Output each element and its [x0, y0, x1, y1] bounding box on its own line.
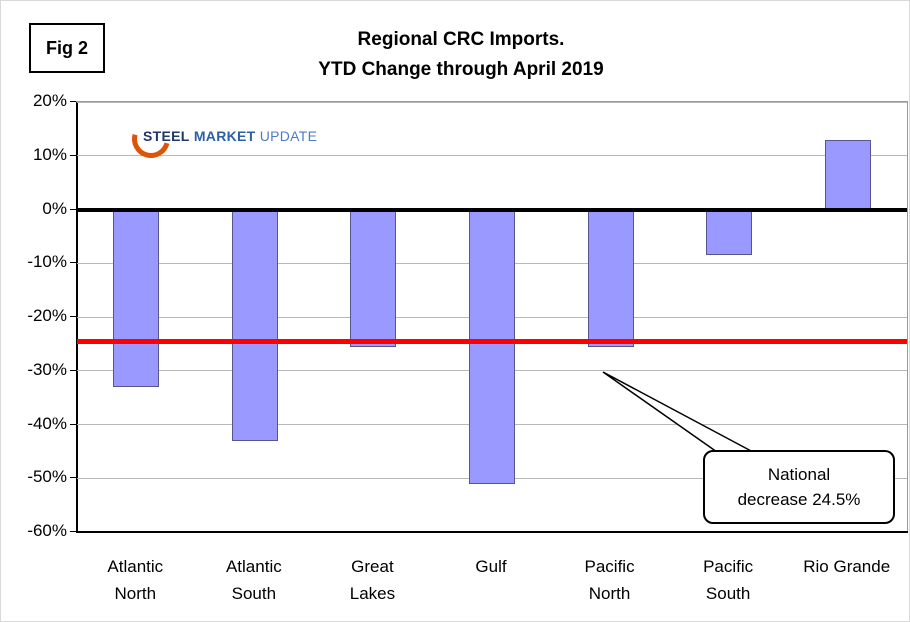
y-axis-tick — [70, 101, 76, 102]
national-decrease-callout: National decrease 24.5% — [703, 450, 895, 524]
y-axis-tick-label: -10% — [27, 252, 67, 272]
chart-title-line1: Regional CRC Imports. — [357, 29, 565, 50]
bar-atlantic-north — [113, 209, 160, 387]
chart-title: Regional CRC Imports. YTD Change through… — [176, 25, 746, 85]
x-axis-label-atlantic-north: Atlantic North — [107, 557, 164, 603]
y-axis-tick-label: 20% — [32, 91, 67, 110]
y-axis-tick-label: -50% — [27, 467, 67, 487]
y-axis-tick — [70, 531, 76, 532]
callout-line2: decrease 24.5% — [737, 490, 861, 509]
x-axis-label-gulf: Gulf — [475, 557, 507, 576]
figure-label: Fig 2 — [45, 37, 88, 58]
x-axis-label-pacific-south: Pacific South — [703, 557, 754, 603]
bar-pacific-north — [587, 209, 634, 347]
plot-area — [76, 101, 908, 533]
y-axis-tick-label: -30% — [27, 359, 67, 379]
bar-great-lakes — [350, 209, 397, 347]
y-axis-tick-label: -60% — [27, 521, 67, 540]
bar-pacific-south — [706, 209, 753, 256]
y-axis-tick — [70, 208, 76, 210]
y-axis-tick — [70, 154, 76, 156]
national-decrease-reference-line — [77, 338, 907, 344]
chart-title-line2: YTD Change through April 2019 — [318, 59, 604, 80]
y-axis-tick-label: 10% — [32, 144, 67, 164]
y-axis-tick — [70, 423, 76, 425]
y-axis-tick-label: 0% — [42, 198, 67, 218]
bar-gulf — [469, 209, 515, 484]
figure-label-box: Fig 2 — [29, 23, 105, 73]
x-axis-line — [76, 531, 908, 533]
y-axis-tick-label: -20% — [27, 306, 67, 325]
y-axis-tick — [70, 316, 76, 317]
steel-market-update-logo: STEEL MARKET UPDATE — [125, 113, 317, 165]
logo-text: STEEL MARKET UPDATE — [143, 128, 317, 144]
callout-line1: National — [767, 465, 831, 484]
x-axis-label-atlantic-south: Atlantic South — [225, 557, 282, 603]
bar-rio-grande — [824, 139, 871, 210]
logo-word-market: MARKET — [193, 128, 256, 144]
logo-word-update: UPDATE — [259, 128, 318, 144]
logo-word-steel: STEEL — [143, 128, 190, 144]
y-axis-tick — [70, 477, 76, 479]
x-axis-label-rio-grande: Rio Grande — [803, 557, 891, 576]
y-axis-tick — [70, 262, 76, 264]
x-axis-label-pacific-north: Pacific North — [584, 557, 635, 603]
y-axis-tick — [70, 369, 76, 371]
bar-atlantic-south — [231, 209, 278, 441]
zero-line — [77, 207, 907, 212]
gridline — [77, 101, 907, 103]
y-axis-tick-label: -40% — [27, 413, 67, 433]
x-axis-label-great-lakes: Great Lakes — [349, 557, 396, 603]
gridline — [77, 155, 907, 157]
